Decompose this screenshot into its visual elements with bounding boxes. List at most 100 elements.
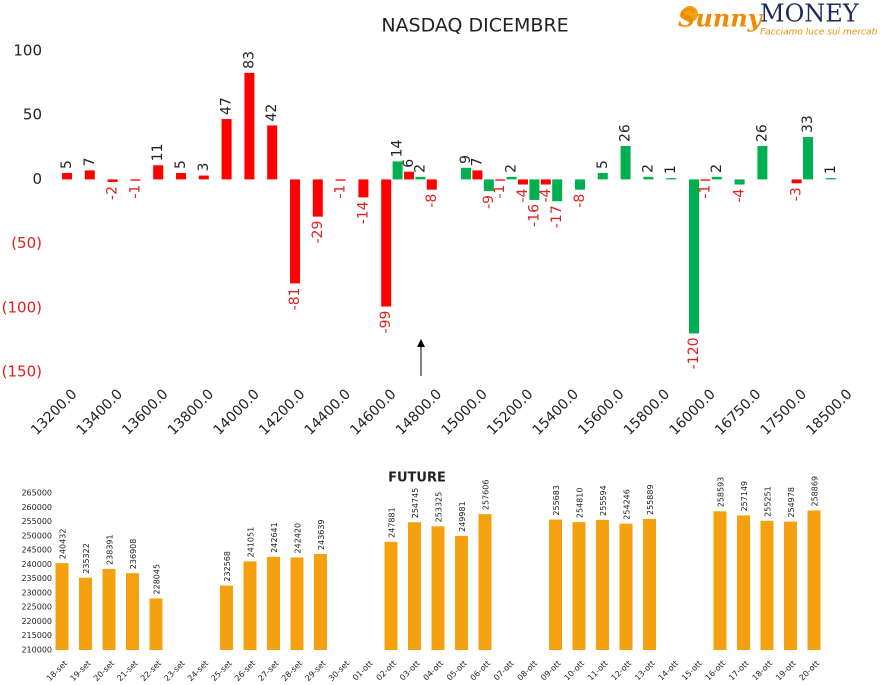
y-tick-label: 50 <box>23 106 42 124</box>
x-tick-label: 16000.0 <box>666 386 718 438</box>
value-label: 47 <box>219 97 235 115</box>
bar <box>483 179 494 191</box>
x-tick-label: 09-ott <box>539 659 563 683</box>
x-tick-label: 14200.0 <box>256 386 308 438</box>
x-tick-label: 14800.0 <box>393 386 445 438</box>
value-label: 6 <box>401 159 417 168</box>
x-tick-label: 08-ott <box>516 659 540 683</box>
value-label: 254978 <box>787 487 796 518</box>
bar <box>711 176 722 180</box>
y-tick-label: 225000 <box>21 603 52 612</box>
value-label: 255889 <box>646 484 655 515</box>
value-label: 11 <box>150 143 166 161</box>
bar <box>619 523 633 650</box>
bar <box>552 179 563 202</box>
value-label: 1 <box>663 165 679 174</box>
x-tick-label: 13800.0 <box>165 386 217 438</box>
value-label: 42 <box>264 104 280 122</box>
value-label: 242641 <box>270 522 279 553</box>
x-tick-label: 17-ott <box>727 659 751 683</box>
value-label: 3 <box>196 163 212 172</box>
x-tick-label: 16750.0 <box>712 386 764 438</box>
bar <box>549 519 562 650</box>
value-label: -8 <box>424 194 440 208</box>
bar <box>807 510 821 650</box>
bar <box>392 161 403 180</box>
bar <box>689 179 699 334</box>
value-label: 257606 <box>482 480 491 511</box>
bar <box>126 573 139 650</box>
bar <box>700 179 711 181</box>
bar <box>79 577 92 650</box>
x-tick-label: 18-ott <box>751 659 775 683</box>
bar <box>149 598 163 650</box>
value-label: 253325 <box>435 492 444 523</box>
y-tick-label: (150) <box>2 363 42 381</box>
x-tick-label: 07-ott <box>492 659 516 683</box>
x-tick-label: 15600.0 <box>575 386 627 438</box>
x-tick-label: 16-ott <box>704 659 728 683</box>
value-label: 254745 <box>411 488 420 519</box>
value-label: 243639 <box>317 519 326 550</box>
value-label: 238391 <box>106 534 115 565</box>
bar <box>102 568 116 650</box>
x-tick-label: 10-ott <box>563 659 587 683</box>
x-tick-label: 01-ott <box>351 659 375 683</box>
value-label: -4 <box>515 188 531 202</box>
value-label: 2 <box>640 164 656 173</box>
value-label: -4 <box>538 188 554 202</box>
bar <box>426 179 437 190</box>
bar <box>408 522 421 650</box>
value-label: -1 <box>697 185 713 199</box>
x-tick-label: 15800.0 <box>621 386 673 438</box>
bar <box>381 179 392 307</box>
bar <box>666 178 677 180</box>
value-label: 255251 <box>764 486 773 517</box>
x-tick-label: 06-ott <box>469 659 493 683</box>
bar <box>461 167 471 180</box>
value-label: 83 <box>241 51 257 69</box>
value-label: 235322 <box>82 543 91 574</box>
x-tick-label: 29-set <box>303 659 327 683</box>
value-label: 228045 <box>153 564 162 595</box>
value-label: 240432 <box>59 529 68 560</box>
y-tick-label: 100 <box>13 42 42 60</box>
bar <box>290 557 304 650</box>
annotation-arrow <box>417 339 425 376</box>
value-label: -29 <box>310 221 326 244</box>
x-tick-label: 26-set <box>233 659 257 683</box>
x-tick-label: 05-ott <box>445 659 469 683</box>
value-label: 258593 <box>717 477 726 508</box>
value-label: -120 <box>686 337 702 369</box>
x-tick-label: 17500.0 <box>758 386 810 438</box>
bar <box>404 171 414 180</box>
value-label: 247881 <box>388 507 397 538</box>
bar <box>734 179 745 185</box>
y-tick-label: 215000 <box>21 631 52 640</box>
value-label: -4 <box>732 188 748 202</box>
bar <box>267 125 278 180</box>
x-tick-label: 25-set <box>209 659 233 683</box>
logo-brand: Sunny <box>678 4 764 33</box>
value-label: 258869 <box>811 476 820 507</box>
bar <box>643 519 656 650</box>
x-tick-label: 18500.0 <box>803 386 855 438</box>
y-tick-label: 265000 <box>21 489 52 498</box>
bar <box>415 176 426 180</box>
value-label: -1 <box>333 185 349 199</box>
chart-title: NASDAQ DICEMBRE <box>381 15 568 37</box>
value-label: 2 <box>709 164 725 173</box>
value-label: -16 <box>526 204 542 227</box>
value-label: -1 <box>492 185 508 199</box>
value-label: 255683 <box>552 485 561 516</box>
value-label: 5 <box>595 160 611 169</box>
logo: Sunny MONEY Facciamo luce sui mercati <box>678 0 878 38</box>
value-label: 255594 <box>599 485 608 516</box>
bar <box>529 179 540 200</box>
x-tick-label: 13600.0 <box>119 386 171 438</box>
value-label: 242420 <box>294 523 303 554</box>
x-tick-label: 20-set <box>92 659 116 683</box>
value-label: 33 <box>800 115 816 133</box>
bar <box>84 170 95 180</box>
x-tick-label: 22-set <box>139 659 163 683</box>
